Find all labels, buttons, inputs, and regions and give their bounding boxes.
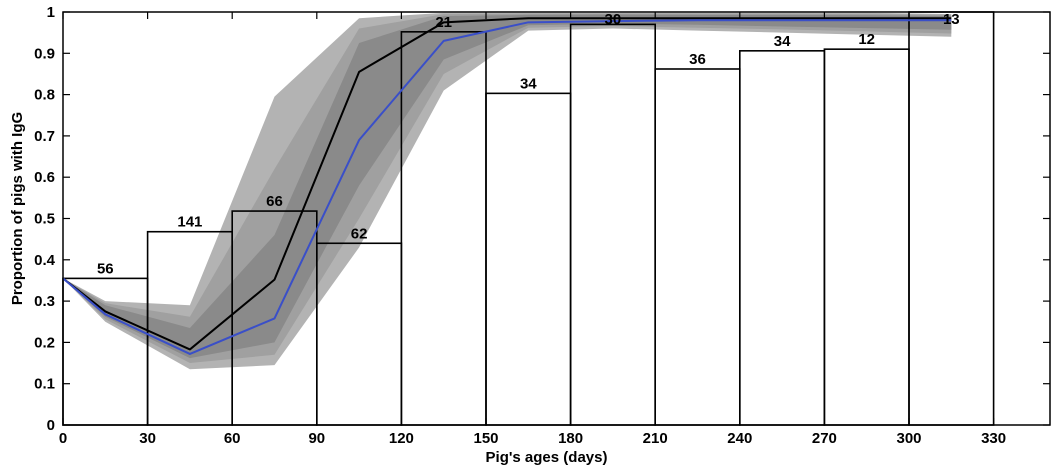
y-tick-label-2: 0.2 bbox=[34, 334, 55, 351]
x-tick-label-1: 30 bbox=[139, 430, 156, 447]
series-line-1 bbox=[62, 17, 952, 351]
y-axis-label: Proportion of pigs with IgG bbox=[9, 112, 26, 305]
series-line-2 bbox=[62, 19, 952, 355]
bar-6 bbox=[485, 92, 572, 426]
x-tick-label-9: 270 bbox=[812, 430, 837, 447]
bar-7 bbox=[569, 23, 656, 426]
x-tick-label-0: 0 bbox=[59, 430, 67, 447]
bar-label-4: 62 bbox=[351, 225, 368, 242]
lines bbox=[62, 17, 952, 355]
bar-1 bbox=[62, 277, 149, 426]
y-tick-label-10: 1 bbox=[47, 4, 55, 21]
x-tick-label-8: 240 bbox=[727, 430, 752, 447]
bar-label-1: 56 bbox=[97, 260, 114, 277]
axis-ticks: 0 30 60 90 120 150 180 210 240 270 300 330 0 0.1 0.2 0.… bbox=[34, 4, 1050, 447]
bar-9 bbox=[738, 50, 826, 426]
x-tick-label-10: 300 bbox=[896, 430, 921, 447]
bar-label-6: 34 bbox=[520, 75, 537, 92]
y-tick-label-0: 0 bbox=[47, 417, 55, 434]
bar-label-2: 141 bbox=[177, 214, 202, 231]
y-tick-label-1: 0.1 bbox=[34, 376, 55, 393]
y-tick-label-8: 0.8 bbox=[34, 87, 55, 104]
bar-label-11: 13 bbox=[943, 11, 960, 28]
x-tick-label-4: 120 bbox=[389, 430, 414, 447]
y-tick-label-6: 0.6 bbox=[34, 169, 55, 186]
x-axis-label: Pig's ages (days) bbox=[486, 449, 608, 466]
x-tick-label-6: 180 bbox=[558, 430, 583, 447]
bar-label-7: 30 bbox=[605, 11, 622, 28]
bar-10 bbox=[823, 48, 910, 426]
x-tick-label-2: 60 bbox=[224, 430, 241, 447]
y-tick-label-7: 0.7 bbox=[34, 128, 55, 145]
bar-label-5: 21 bbox=[435, 14, 452, 31]
confidence-band-2 bbox=[63, 13, 952, 364]
x-tick-label-11: 330 bbox=[981, 430, 1006, 447]
y-tick-label-5: 0.5 bbox=[34, 211, 55, 228]
y-tick-label-4: 0.4 bbox=[34, 252, 56, 269]
bar-8 bbox=[654, 68, 741, 426]
x-tick-label-3: 90 bbox=[308, 430, 325, 447]
y-tick-label-3: 0.3 bbox=[34, 293, 55, 310]
bar-labels: 56 141 66 62 21 34 30 36 34 12 13 bbox=[97, 11, 960, 277]
confidence-band-3 bbox=[63, 14, 952, 359]
bar-label-8: 36 bbox=[689, 51, 706, 68]
x-tick-label-5: 150 bbox=[473, 430, 498, 447]
confidence-bands bbox=[63, 12, 952, 370]
x-tick-label-7: 210 bbox=[643, 430, 668, 447]
bar-11 bbox=[908, 11, 995, 426]
bar-label-9: 34 bbox=[774, 33, 791, 50]
bar-label-3: 66 bbox=[266, 193, 283, 210]
y-tick-label-9: 0.9 bbox=[34, 45, 55, 62]
bar-label-10: 12 bbox=[858, 31, 875, 48]
